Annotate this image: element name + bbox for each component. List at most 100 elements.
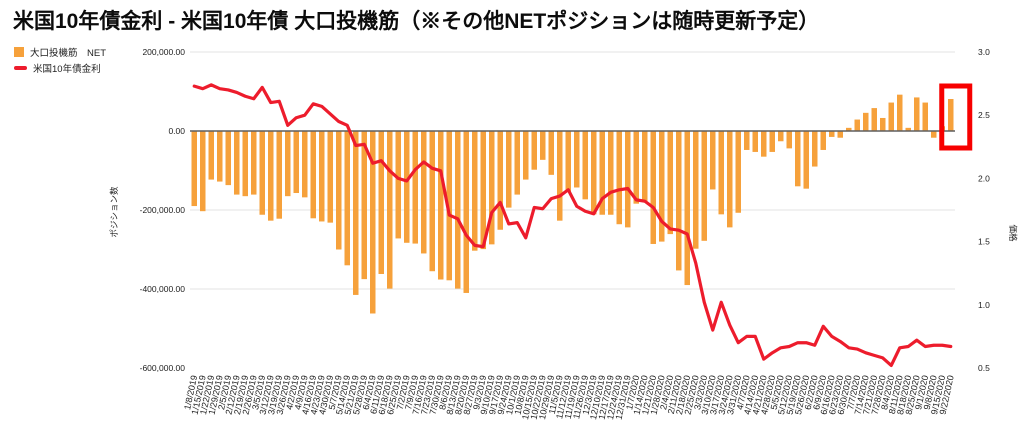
net-bar bbox=[591, 131, 597, 215]
net-bar bbox=[863, 112, 869, 131]
left-axis-ticks: 200,000.00 0.00 -200,000.00 -400,000.00 -600… bbox=[140, 47, 186, 373]
line-series-swatch-icon bbox=[14, 66, 27, 70]
net-bar bbox=[684, 131, 690, 286]
net-bar bbox=[693, 131, 699, 249]
net-bar bbox=[676, 131, 682, 271]
net-bar bbox=[531, 131, 537, 170]
net-bar bbox=[744, 131, 750, 150]
net-bar bbox=[548, 131, 554, 175]
net-bar bbox=[616, 131, 622, 225]
svg-text:-400,000.00: -400,000.00 bbox=[140, 284, 186, 294]
net-bar bbox=[735, 131, 741, 213]
net-bar bbox=[710, 131, 716, 190]
net-bar bbox=[905, 127, 911, 131]
net-bar bbox=[854, 119, 860, 131]
left-axis-title: ポジション数 bbox=[109, 186, 119, 238]
net-bar bbox=[633, 131, 639, 204]
net-bar bbox=[922, 102, 928, 131]
net-bar bbox=[727, 131, 733, 228]
highlight-annotation-box bbox=[939, 83, 973, 151]
svg-text:1.0: 1.0 bbox=[978, 300, 990, 310]
net-bar bbox=[395, 131, 401, 239]
net-bar bbox=[200, 131, 206, 212]
net-bar bbox=[370, 131, 376, 314]
net-bar bbox=[931, 131, 937, 138]
net-bar bbox=[803, 131, 809, 189]
svg-text:0.00: 0.00 bbox=[168, 126, 185, 136]
net-bar bbox=[319, 131, 325, 222]
net-bar bbox=[778, 131, 784, 142]
net-bar bbox=[234, 131, 240, 195]
gridlines bbox=[190, 51, 955, 290]
net-bar bbox=[769, 131, 775, 152]
net-bar bbox=[752, 131, 758, 152]
net-bar bbox=[786, 131, 792, 149]
net-bar bbox=[225, 131, 231, 186]
net-bar bbox=[489, 131, 495, 245]
svg-text:0.5: 0.5 bbox=[978, 363, 990, 373]
net-bar bbox=[310, 131, 316, 219]
svg-text:2.5: 2.5 bbox=[978, 110, 990, 120]
net-bar bbox=[599, 131, 605, 215]
net-position-bars bbox=[191, 94, 954, 314]
net-bar bbox=[650, 131, 656, 244]
right-axis-ticks: 3.0 2.5 2.0 1.5 1.0 0.5 bbox=[978, 47, 990, 373]
net-bar bbox=[242, 131, 248, 197]
net-bar bbox=[557, 131, 563, 221]
net-bar bbox=[344, 131, 350, 266]
net-bar bbox=[897, 94, 903, 131]
net-bar bbox=[812, 131, 818, 167]
net-bar bbox=[438, 131, 444, 280]
net-bar bbox=[276, 131, 282, 219]
net-bar bbox=[361, 131, 367, 280]
net-bar bbox=[914, 97, 920, 131]
net-bar bbox=[378, 131, 384, 274]
net-bar bbox=[846, 127, 852, 131]
yield-line bbox=[192, 83, 953, 368]
net-bar bbox=[667, 131, 673, 235]
legend-label-yield: 米国10年債金利 bbox=[33, 64, 101, 75]
legend-item-yield: 米国10年債金利 bbox=[14, 60, 106, 76]
net-bar bbox=[871, 108, 877, 131]
net-bar bbox=[293, 131, 299, 194]
net-bar bbox=[463, 131, 469, 293]
page-title: 米国10年債金利 - 米国10年債 大口投機筋（※その他NETポジションは随時更… bbox=[13, 10, 820, 33]
net-bar bbox=[259, 131, 265, 215]
net-bar bbox=[353, 131, 359, 295]
net-bar bbox=[412, 131, 418, 244]
right-axis-title: 価格 bbox=[1008, 224, 1018, 242]
net-bar bbox=[497, 131, 503, 230]
net-bar bbox=[514, 131, 520, 195]
net-bar bbox=[217, 131, 223, 182]
net-bar bbox=[608, 131, 614, 215]
net-bar bbox=[701, 131, 707, 241]
svg-text:200,000.00: 200,000.00 bbox=[142, 47, 185, 57]
svg-text:2.0: 2.0 bbox=[978, 173, 990, 183]
net-bar bbox=[429, 131, 435, 272]
net-bar bbox=[251, 131, 257, 195]
net-bar bbox=[480, 131, 486, 250]
net-bar bbox=[540, 131, 546, 160]
net-bar bbox=[625, 131, 631, 228]
net-bar bbox=[404, 131, 410, 243]
net-bar bbox=[455, 131, 461, 289]
net-bar bbox=[820, 131, 826, 150]
net-bar bbox=[642, 131, 648, 202]
net-bar bbox=[888, 102, 894, 131]
net-bar bbox=[718, 131, 724, 215]
net-bar bbox=[268, 131, 274, 221]
net-bar bbox=[880, 117, 886, 131]
legend-item-net: 大口投機筋 NET bbox=[14, 44, 106, 60]
bar-series-swatch-icon bbox=[14, 47, 24, 57]
net-bar bbox=[387, 131, 393, 289]
net-bar bbox=[446, 131, 452, 281]
chart-legend: 大口投機筋 NET 米国10年債金利 bbox=[14, 44, 106, 76]
net-bar bbox=[837, 131, 843, 138]
net-bar bbox=[302, 131, 308, 198]
net-bar bbox=[421, 131, 427, 254]
net-bar bbox=[829, 131, 835, 137]
net-bar bbox=[582, 131, 588, 200]
net-bar bbox=[574, 131, 580, 188]
